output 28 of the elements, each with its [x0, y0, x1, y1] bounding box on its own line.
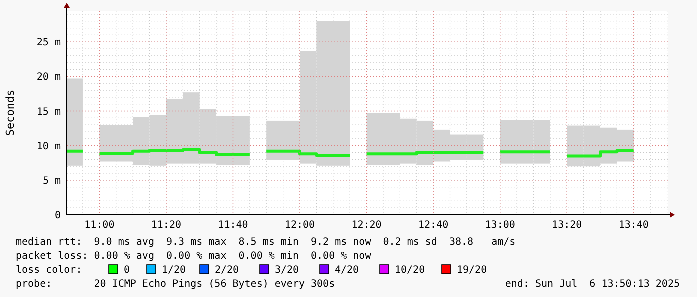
y-tick-label: 0 — [54, 210, 61, 222]
x-tick-label: 13:20 — [552, 220, 582, 231]
text: 3/20 — [275, 265, 300, 276]
x-tick-label: 13:40 — [618, 220, 649, 231]
x-tick-label: 11:40 — [218, 220, 248, 231]
text: 19/20 — [457, 265, 488, 276]
x-tick-label: 11:20 — [151, 220, 182, 231]
text: packet loss: 0.00 % avg 0.00 % max 0.00 % min 0.00 % now — [16, 251, 372, 262]
y-tick-label: 10 m — [36, 141, 61, 152]
text: end: Sun Jul 6 13:50:13 2025 — [505, 279, 680, 290]
y-tick-label: 5 m — [42, 176, 61, 187]
text: 4/20 — [335, 265, 360, 276]
text: 10/20 — [395, 265, 426, 276]
text: 0 — [124, 265, 130, 276]
x-tick-label: 12:20 — [352, 220, 382, 231]
x-tick-label: 11:00 — [84, 220, 115, 231]
y-tick-label: 20 m — [36, 72, 61, 84]
text: probe: 20 ICMP Echo Pings (56 Bytes) every 300s — [16, 279, 336, 290]
text: 1/20 — [162, 265, 186, 276]
text: median rtt: 9.0 ms avg 9.3 ms max 8.5 ms min 9.2 ms now 0.2 ms sd 38.8 am/s — [16, 237, 516, 248]
text: loss color: — [16, 265, 82, 276]
y-axis-title: Seconds — [4, 90, 17, 136]
x-tick-label: 13:00 — [485, 220, 516, 231]
y-tick-label: 15 m — [36, 106, 61, 118]
x-tick-label: 12:00 — [284, 220, 316, 231]
text: 2/20 — [215, 265, 240, 276]
y-tick-label: 25 m — [36, 38, 61, 49]
x-tick-label: 12:40 — [418, 220, 449, 231]
